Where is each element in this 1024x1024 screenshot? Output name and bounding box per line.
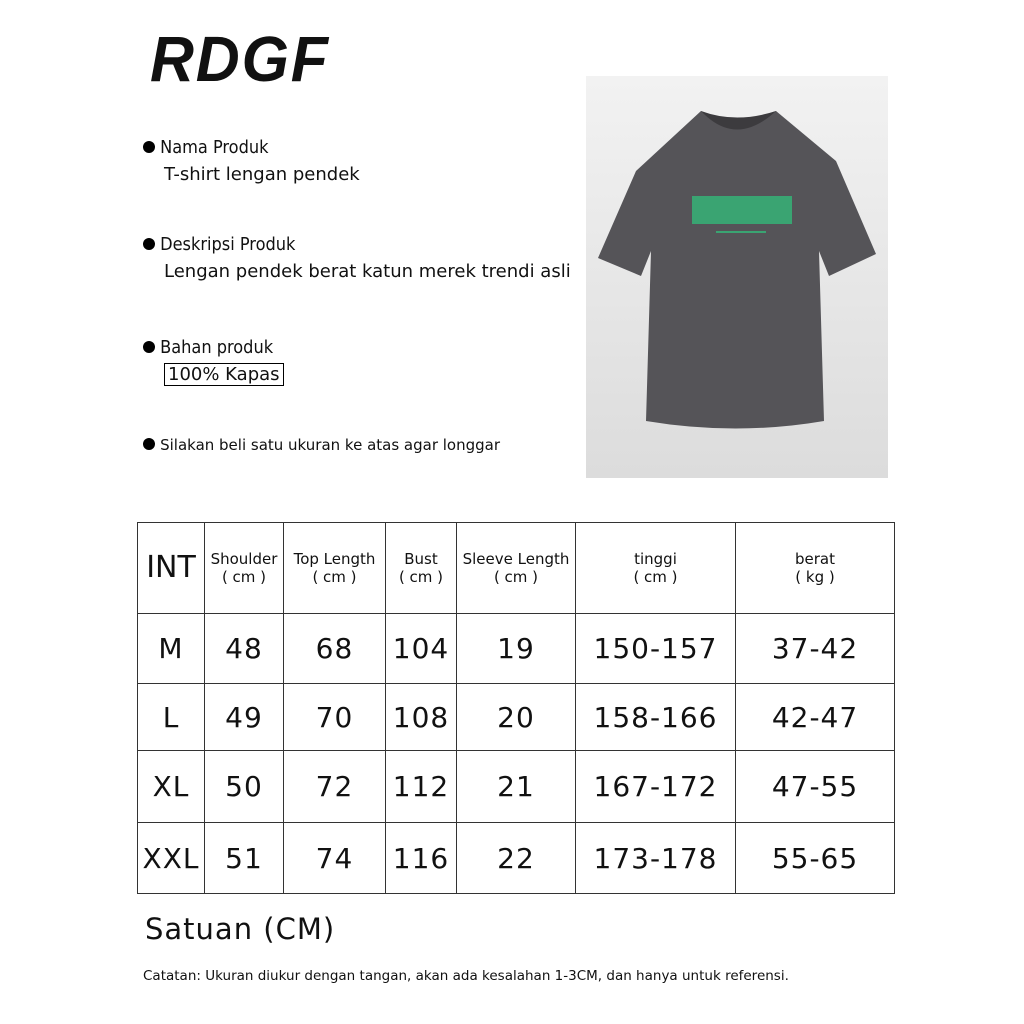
value-cell: 42-47 [735, 683, 895, 751]
value-cell: 50 [204, 750, 284, 823]
value-cell: 112 [385, 750, 457, 823]
table-row: XL 50 72 112 21 167-172 47-55 [137, 750, 895, 823]
bullet-icon [143, 341, 155, 353]
value-cell: 108 [385, 683, 457, 751]
value-cell: 167-172 [575, 750, 736, 823]
info-label: Nama Produk [160, 137, 269, 158]
unit-label: Satuan (CM) [145, 912, 336, 946]
bullet-icon [143, 141, 155, 153]
value-cell: 48 [204, 613, 284, 684]
value-cell: 20 [456, 683, 576, 751]
table-header-row: INT Shoulder( cm ) Top Length( cm ) Bust… [137, 522, 895, 614]
value-cell: 116 [385, 822, 457, 894]
info-size-tip: Silakan beli satu ukuran ke atas agar lo… [143, 435, 500, 454]
value-cell: 74 [283, 822, 386, 894]
size-chart-table: INT Shoulder( cm ) Top Length( cm ) Bust… [137, 522, 895, 894]
value-cell: 51 [204, 822, 284, 894]
header-cell: Sleeve Length( cm ) [456, 522, 576, 614]
value-cell: 150-157 [575, 613, 736, 684]
header-cell: Shoulder( cm ) [204, 522, 284, 614]
value-cell: 47-55 [735, 750, 895, 823]
header-cell: Bust( cm ) [385, 522, 457, 614]
value-cell: 22 [456, 822, 576, 894]
value-cell: 104 [385, 613, 457, 684]
size-cell: XL [137, 750, 205, 823]
header-int: INT [137, 522, 205, 614]
size-cell: M [137, 613, 205, 684]
value-cell: 21 [456, 750, 576, 823]
bullet-icon [143, 438, 155, 450]
value-cell: 70 [283, 683, 386, 751]
table-row: L 49 70 108 20 158-166 42-47 [137, 683, 895, 751]
note-text: Catatan: Ukuran diukur dengan tangan, ak… [143, 968, 789, 984]
info-material: Bahan produk 100% Kapas [143, 337, 284, 386]
info-product-name: Nama Produk T-shirt lengan pendek [143, 137, 360, 185]
size-cell: L [137, 683, 205, 751]
size-cell: XXL [137, 822, 205, 894]
value-cell: 158-166 [575, 683, 736, 751]
value-cell: 19 [456, 613, 576, 684]
header-cell: berat( kg ) [735, 522, 895, 614]
info-value: Lengan pendek berat katun merek trendi a… [164, 261, 571, 282]
info-value: T-shirt lengan pendek [164, 164, 360, 185]
info-label: Silakan beli satu ukuran ke atas agar lo… [160, 436, 501, 454]
brand-logo: RDGF [150, 23, 330, 95]
value-cell: 55-65 [735, 822, 895, 894]
bullet-icon [143, 238, 155, 250]
value-cell: 72 [283, 750, 386, 823]
material-badge: 100% Kapas [164, 363, 284, 386]
info-label: Deskripsi Produk [160, 234, 296, 255]
shirt-print-graphic [692, 196, 792, 224]
table-row: M 48 68 104 19 150-157 37-42 [137, 613, 895, 684]
product-photo [586, 76, 888, 478]
value-cell: 173-178 [575, 822, 736, 894]
value-cell: 68 [283, 613, 386, 684]
header-cell: Top Length( cm ) [283, 522, 386, 614]
info-label: Bahan produk [160, 337, 274, 358]
value-cell: 37-42 [735, 613, 895, 684]
header-cell: tinggi( cm ) [575, 522, 736, 614]
value-cell: 49 [204, 683, 284, 751]
info-description: Deskripsi Produk Lengan pendek berat kat… [143, 234, 571, 282]
table-row: XXL 51 74 116 22 173-178 55-65 [137, 822, 895, 894]
